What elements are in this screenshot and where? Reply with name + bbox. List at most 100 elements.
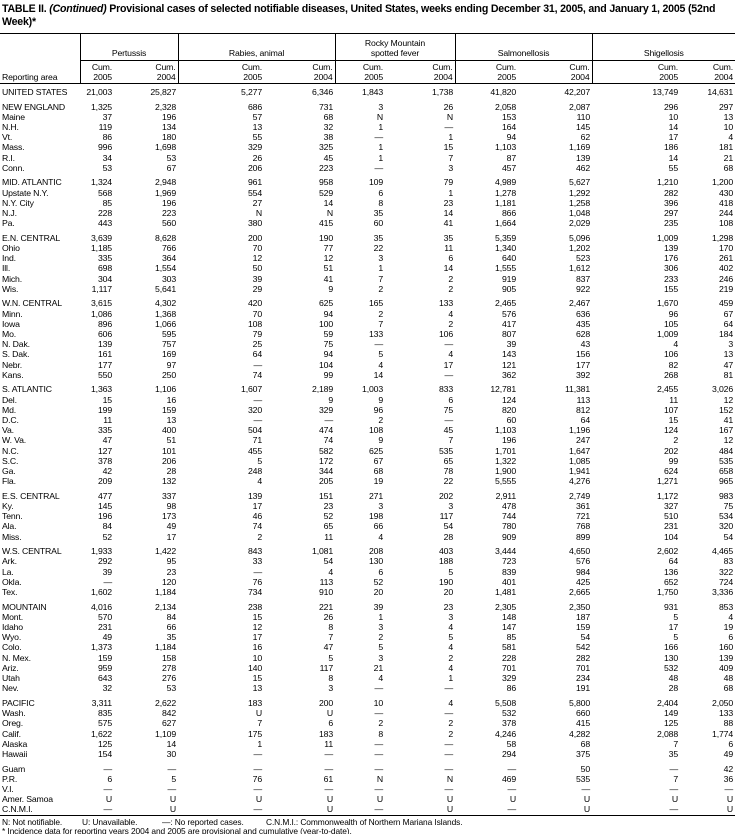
- reporting-area-cell: W.N. CENTRAL: [2, 298, 62, 309]
- value-cell: 13: [723, 349, 734, 360]
- cum-header: Cum. 2004: [518, 60, 593, 84]
- value-cell: 54: [443, 521, 454, 532]
- value-cell: 34: [102, 152, 113, 163]
- value-cell: 459: [718, 298, 734, 309]
- value-cell: 3: [728, 339, 734, 350]
- value-cell: 297: [718, 101, 734, 112]
- year-label: 2005: [243, 71, 263, 82]
- value-cell: 625: [368, 445, 384, 456]
- value-cell: 1,900: [495, 466, 517, 477]
- table-row: Ala. 84 49 74 65 66 54 780 768 231 320: [0, 521, 735, 531]
- value-cell: 14: [443, 208, 454, 219]
- value-cell: 94: [323, 349, 334, 360]
- value-cell: 484: [718, 445, 734, 456]
- value-cell: 64: [723, 318, 734, 329]
- title-prefix: TABLE II.: [2, 3, 47, 15]
- value-cell: —: [253, 359, 263, 370]
- value-cell: 5,096: [569, 232, 591, 243]
- value-cell: 261: [718, 253, 734, 264]
- value-cell: 5: [378, 642, 384, 653]
- value-cell: 721: [575, 511, 591, 522]
- value-cell: 99: [323, 369, 334, 380]
- value-cell: 10: [252, 652, 263, 663]
- value-cell: 184: [718, 329, 734, 340]
- value-cell: 477: [97, 490, 112, 501]
- value-cell: 140: [247, 662, 263, 673]
- value-cell: 2: [448, 283, 454, 294]
- value-cell: 54: [723, 531, 734, 542]
- value-cell: 1,554: [155, 263, 177, 274]
- year-label: 2004: [313, 71, 333, 82]
- value-cell: 51: [166, 435, 177, 446]
- value-cell: 4: [673, 339, 679, 350]
- value-cell: 23: [443, 197, 454, 208]
- value-cell: 64: [580, 415, 591, 426]
- value-cell: 807: [501, 329, 517, 340]
- value-cell: 833: [438, 384, 454, 395]
- value-cell: 842: [161, 708, 177, 719]
- value-cell: 409: [718, 662, 734, 673]
- value-cell: 606: [97, 329, 112, 340]
- value-cell: 149: [663, 708, 679, 719]
- value-cell: 188: [438, 556, 454, 567]
- value-cell: 304: [97, 273, 112, 284]
- value-cell: —: [253, 763, 263, 774]
- value-cell: 1: [257, 738, 263, 749]
- table-row: Pa. 443 560 380 415 60 41 1,664 2,029 235 108: [0, 218, 735, 228]
- value-cell: 1,172: [657, 490, 679, 501]
- value-cell: 10: [668, 111, 679, 122]
- value-cell: 172: [318, 455, 334, 466]
- value-cell: 66: [166, 622, 177, 633]
- value-cell: U: [446, 794, 454, 805]
- value-cell: 94: [506, 132, 517, 143]
- value-cell: —: [592, 804, 681, 816]
- value-cell: 1,292: [569, 187, 591, 198]
- cum-header: Cum. 2005: [79, 60, 114, 84]
- value-cell: 418: [718, 197, 734, 208]
- reporting-area-cell: PACIFIC: [2, 697, 35, 708]
- value-cell: 65: [323, 521, 334, 532]
- value-cell: 39: [373, 601, 384, 612]
- value-cell: 403: [438, 546, 454, 557]
- reporting-area-cell: Vt.: [2, 132, 13, 143]
- value-cell: 29: [252, 283, 263, 294]
- value-cell: 76: [252, 773, 263, 784]
- value-cell: 4,650: [569, 546, 591, 557]
- value-cell: 86: [506, 683, 517, 694]
- table-row: Hawaii 154 30 — — — — 294 375 35 49: [0, 749, 735, 759]
- reporting-area-cell: Hawaii: [2, 748, 28, 759]
- value-cell: 198: [368, 511, 384, 522]
- value-cell: 46: [252, 511, 263, 522]
- value-cell: 1: [448, 673, 454, 684]
- cum-header: Cum. 2004: [114, 60, 179, 84]
- value-cell: 228: [501, 652, 517, 663]
- table-row: W.S. CENTRAL 1,933 1,422 843 1,081 208 403 3,44…: [0, 546, 735, 556]
- value-cell: 208: [368, 546, 384, 557]
- value-cell: 3,336: [712, 587, 734, 598]
- value-cell: 190: [438, 576, 454, 587]
- value-cell: 1,200: [712, 177, 734, 188]
- value-cell: U: [169, 794, 177, 805]
- value-cell: 271: [368, 490, 384, 501]
- reporting-area-cell: Fla.: [2, 476, 16, 487]
- value-cell: 1,647: [569, 445, 591, 456]
- reporting-area-cell: Conn.: [2, 162, 25, 173]
- value-cell: 98: [166, 501, 177, 512]
- value-cell: 4: [378, 531, 384, 542]
- reporting-area-cell: Oreg.: [2, 718, 23, 729]
- reporting-area-cell: Mo.: [2, 329, 17, 340]
- value-cell: 2,050: [712, 697, 734, 708]
- value-cell: 14: [668, 152, 679, 163]
- value-cell: 202: [438, 490, 454, 501]
- value-cell: —: [669, 763, 679, 774]
- value-cell: 2: [448, 652, 454, 663]
- footnote-asterisk: * Incidence data for reporting years 200…: [2, 826, 352, 834]
- value-cell: 2,350: [569, 601, 591, 612]
- value-cell: 5: [448, 632, 454, 643]
- table-row: E.N. CENTRAL 3,639 8,628 200 190 35 35 5,359 5,0…: [0, 233, 735, 243]
- value-cell: 125: [97, 738, 112, 749]
- value-cell: 177: [575, 359, 591, 370]
- value-cell: 124: [663, 425, 679, 436]
- reporting-area-cell: Mich.: [2, 273, 23, 284]
- value-cell: 820: [501, 404, 517, 415]
